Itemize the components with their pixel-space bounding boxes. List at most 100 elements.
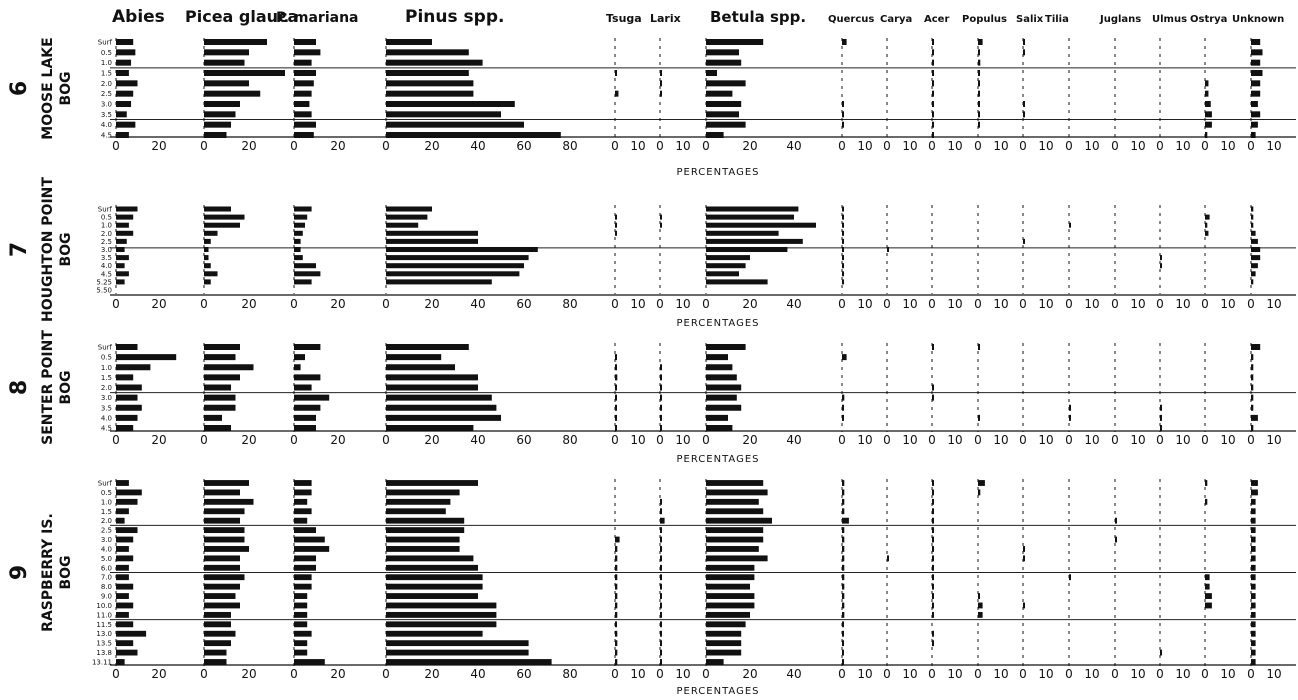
bar-abies: [116, 621, 134, 628]
bar-populus: [978, 101, 980, 107]
tick-label-tsuga: 10: [630, 139, 645, 153]
site-name-9: RASPBERRY IS.: [40, 513, 56, 632]
bar-abies: [116, 364, 151, 371]
depth-label: 13.5: [96, 640, 112, 648]
bar-betula: [706, 70, 717, 76]
tick-label-betula: 20: [742, 667, 757, 681]
tick-label-carya: 10: [902, 139, 917, 153]
bar-betula: [706, 271, 739, 277]
bar-quercus: [842, 489, 845, 496]
depth-label: 9.0: [101, 593, 112, 601]
bar-abies: [116, 246, 125, 253]
bar-picea_glauca: [204, 546, 249, 552]
site-name-8: SENTER POINT: [40, 330, 56, 445]
bar-larix: [660, 640, 662, 647]
bar-betula: [706, 602, 755, 609]
tick-label-quercus: 10: [857, 433, 872, 447]
depth-label: 3.0: [101, 101, 112, 109]
taxon-header-ostrya: Ostrya: [1190, 14, 1227, 25]
taxon-header-tsuga: Tsuga: [606, 12, 642, 25]
bar-pinus: [386, 364, 455, 371]
bar-pinus: [386, 621, 497, 628]
bar-tsuga: [615, 583, 618, 590]
bar-abies: [116, 602, 134, 609]
bar-pinus: [386, 238, 478, 244]
tick-label-abies: 20: [151, 297, 166, 311]
depth-label: 1.0: [101, 364, 112, 372]
bar-abies: [116, 480, 129, 486]
tick-label-carya: 10: [902, 297, 917, 311]
bar-ulmus: [1160, 425, 1162, 431]
bar-acer: [932, 593, 934, 599]
bar-picea_glauca: [204, 354, 236, 361]
bar-p_mariana: [294, 630, 312, 637]
bar-unknown: [1251, 546, 1256, 552]
bar-p_mariana: [294, 101, 310, 107]
bar-acer: [932, 39, 934, 45]
tick-label-ulmus: 0: [1156, 667, 1164, 681]
bar-picea_glauca: [204, 593, 236, 599]
bar-betula: [706, 555, 768, 562]
depth-label: 3.0: [101, 394, 112, 402]
bar-tsuga: [615, 70, 617, 76]
bar-abies: [116, 404, 142, 411]
bar-larix: [660, 414, 662, 421]
bar-unknown: [1251, 121, 1258, 128]
bar-quercus: [842, 536, 845, 543]
tick-label-juglans: 0: [1111, 139, 1119, 153]
tick-label-betula: 0: [702, 667, 710, 681]
bar-abies: [116, 101, 132, 107]
tick-label-tsuga: 0: [611, 667, 619, 681]
depth-label: 1.0: [101, 498, 112, 506]
bar-acer: [932, 630, 934, 637]
bar-unknown: [1251, 527, 1256, 534]
tick-label-tilia: 0: [1065, 139, 1073, 153]
bar-acer: [932, 480, 934, 486]
bar-pinus: [386, 630, 483, 637]
bar-ulmus: [1160, 649, 1162, 656]
bar-ulmus: [1160, 414, 1162, 421]
tick-label-picea_glauca: 20: [241, 667, 256, 681]
bar-picea_glauca: [204, 271, 218, 277]
bar-acer: [932, 640, 934, 647]
bar-pinus: [386, 271, 520, 277]
bar-betula: [706, 59, 742, 66]
site-name2-8: BOG: [58, 370, 74, 404]
bar-p_mariana: [294, 555, 316, 562]
bar-pinus: [386, 649, 529, 656]
tick-label-unknown: 0: [1247, 297, 1255, 311]
bar-p_mariana: [294, 489, 312, 496]
bar-pinus: [386, 480, 478, 486]
bar-abies: [116, 593, 129, 599]
bar-p_mariana: [294, 279, 312, 285]
bar-p_mariana: [294, 344, 321, 350]
site-number-6: 6: [7, 81, 32, 96]
depth-label: 5.0: [101, 555, 112, 563]
bar-p_mariana: [294, 517, 308, 524]
bar-acer: [932, 517, 934, 524]
bar-acer: [932, 546, 934, 552]
bar-populus: [978, 111, 980, 118]
bar-unknown: [1251, 255, 1261, 261]
bar-tsuga: [615, 90, 619, 97]
depth-label: 2.0: [101, 517, 112, 525]
bar-populus: [978, 90, 980, 97]
tick-label-abies: 0: [112, 139, 120, 153]
bar-pinus: [386, 374, 478, 381]
bar-quercus: [842, 649, 844, 656]
tick-label-pinus: 40: [470, 433, 485, 447]
tick-label-juglans: 10: [1130, 433, 1145, 447]
bar-larix: [660, 384, 662, 391]
bar-quercus: [842, 602, 845, 609]
bar-p_mariana: [294, 593, 308, 599]
depth-label: 4.0: [101, 414, 112, 422]
bar-betula: [706, 546, 759, 552]
bar-picea_glauca: [204, 121, 231, 128]
bar-p_mariana: [294, 414, 316, 421]
tick-label-p_mariana: 0: [290, 433, 298, 447]
bar-larix: [660, 394, 662, 401]
depth-label: 2.5: [101, 527, 112, 535]
bar-quercus: [842, 659, 844, 665]
bar-abies: [116, 536, 134, 543]
bar-quercus: [842, 574, 845, 581]
